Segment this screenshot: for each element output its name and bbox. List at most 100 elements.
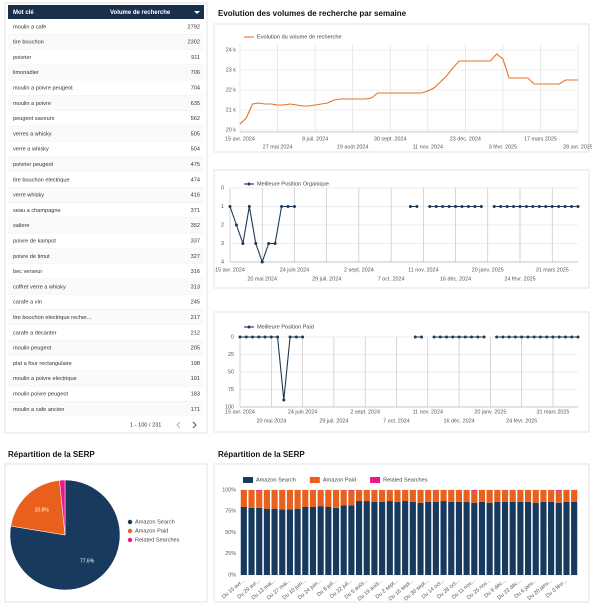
y-tick-label: 75: [228, 387, 234, 393]
table-row: [8, 233, 204, 249]
x-tick-label: 24 févr. 2025: [504, 276, 535, 282]
keyword-cell: tire bouchon electrique recher...: [13, 315, 92, 321]
data-point: [545, 335, 549, 339]
x-tick-label: 11 nov. 2024: [408, 267, 438, 273]
chart-title: Evolution des volumes de recherche par s…: [218, 9, 407, 18]
legend-swatch: [247, 182, 251, 186]
data-line: [239, 53, 578, 125]
bar-segment: [540, 490, 547, 502]
data-point: [454, 205, 458, 208]
table-row: [8, 309, 204, 325]
bar-segment: [256, 490, 263, 508]
bar-segment: [494, 501, 501, 575]
bar-segment: [348, 490, 355, 506]
bar-segment: [348, 505, 355, 575]
keyword-cell: tire bouchon electrique: [13, 177, 70, 183]
bar-segment: [555, 502, 562, 575]
y-tick-label: 0%: [228, 572, 236, 578]
pie-slice: [59, 479, 66, 536]
table-row: [8, 187, 204, 203]
bar-segment: [409, 490, 416, 502]
data-point: [557, 205, 561, 208]
data-point: [492, 205, 496, 208]
column-header[interactable]: Volume de recherche: [110, 10, 171, 16]
table-row: [8, 141, 204, 157]
bar-segment: [240, 507, 247, 575]
bar-segment: [455, 490, 463, 502]
data-point: [476, 335, 480, 339]
keyword-cell: poivrier peugeot: [13, 162, 54, 168]
table-row: [8, 263, 204, 280]
volume-cell: 2792: [188, 24, 200, 30]
data-point: [441, 205, 445, 208]
x-tick-label: 24 juin 2024: [280, 267, 309, 273]
table-row: [8, 34, 204, 50]
bar-segment: [463, 490, 470, 502]
data-point: [251, 335, 255, 339]
x-tick-label: 17 mars 2025: [524, 136, 557, 142]
bar-segment: [271, 508, 278, 575]
data-point: [238, 335, 242, 339]
data-point: [254, 242, 258, 245]
data-point: [576, 205, 580, 208]
table-row: [8, 110, 204, 127]
bar-segment: [263, 508, 270, 575]
bar-segment: [440, 501, 447, 575]
bar-segment: [425, 490, 432, 502]
chart-title: Répartition de la SERP: [8, 450, 95, 459]
legend-swatch: [370, 477, 381, 483]
data-point: [537, 205, 541, 208]
x-tick-label: 7 oct. 2024: [383, 418, 410, 424]
legend-label: Amazon Search: [256, 477, 296, 483]
keyword-cell: poivre de kampot: [13, 238, 56, 244]
data-point: [447, 205, 451, 208]
data-label: 77.6%: [80, 558, 95, 564]
keyword-cell: poivre de timut: [13, 254, 50, 260]
data-point: [241, 242, 245, 245]
data-point: [413, 335, 417, 339]
sort-icon[interactable]: [194, 11, 200, 14]
legend-label: Related Searches: [135, 537, 180, 543]
bar-segment: [294, 490, 301, 509]
prev-page[interactable]: [176, 421, 181, 429]
volume-cell: 313: [191, 284, 200, 290]
legend-label: Evolution du volume de recherche: [257, 34, 342, 40]
bar-segment: [371, 501, 378, 575]
data-point: [524, 205, 528, 208]
table-row: [8, 325, 204, 341]
line-panel: [213, 23, 590, 153]
table-row: [8, 49, 204, 65]
bar-segment: [478, 490, 486, 502]
bar-segment: [286, 509, 294, 575]
bar-segment: [379, 490, 386, 502]
x-tick-label: 15 avr. 2024: [225, 409, 255, 415]
y-tick-label: 100%: [222, 487, 236, 493]
data-point: [434, 205, 438, 208]
bar-segment: [309, 507, 317, 575]
table-header: [8, 5, 204, 19]
volume-cell: 217: [191, 315, 200, 321]
table-row: [8, 355, 204, 371]
bar-segment: [524, 490, 532, 502]
volume-cell: 2302: [188, 40, 200, 46]
data-point: [576, 335, 580, 339]
bar-segment: [409, 501, 416, 575]
y-tick-label: 3: [221, 241, 224, 247]
data-point: [495, 335, 499, 339]
y-tick-label: 2: [221, 222, 224, 228]
table-row: [8, 279, 204, 295]
x-tick-label: 11 nov. 2024: [413, 409, 443, 415]
bar-segment: [432, 490, 439, 502]
next-page[interactable]: [192, 421, 197, 429]
data-point: [408, 205, 412, 208]
data-point: [438, 335, 442, 339]
x-tick-label: 16 déc. 2024: [443, 418, 474, 424]
x-tick-label: 16 déc. 2024: [440, 276, 471, 282]
data-point: [445, 335, 449, 339]
data-point: [451, 335, 455, 339]
column-header[interactable]: Mot clé: [13, 10, 34, 16]
keyword-cell: carafe a vin: [13, 300, 42, 306]
chart-title: Répartition de la SERP: [218, 450, 305, 459]
bar-segment: [532, 490, 539, 503]
